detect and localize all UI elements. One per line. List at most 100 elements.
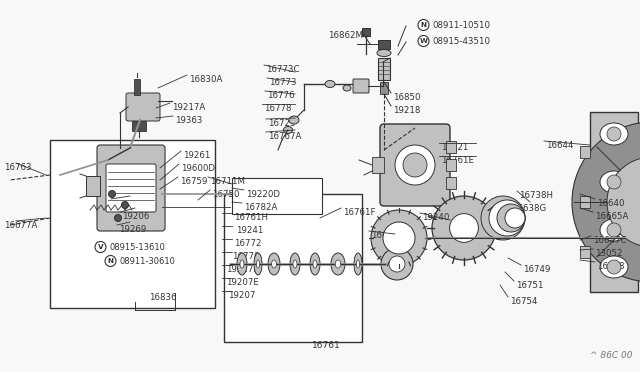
Text: 19218: 19218	[393, 106, 420, 115]
Text: 19207: 19207	[228, 291, 255, 300]
Text: 19363: 19363	[175, 116, 202, 125]
Bar	[372, 157, 384, 173]
Circle shape	[122, 202, 129, 208]
Ellipse shape	[310, 253, 320, 275]
Ellipse shape	[313, 260, 317, 268]
Ellipse shape	[335, 260, 341, 268]
Text: 19269: 19269	[119, 225, 147, 234]
Bar	[134, 79, 140, 95]
Circle shape	[109, 190, 115, 198]
FancyBboxPatch shape	[97, 145, 165, 231]
Text: 16850: 16850	[393, 93, 420, 102]
Text: 16638: 16638	[597, 262, 625, 271]
Text: 19221: 19221	[441, 143, 468, 152]
Bar	[580, 196, 590, 208]
Ellipse shape	[237, 253, 247, 275]
Bar	[232, 178, 322, 214]
Ellipse shape	[271, 260, 276, 268]
Text: 16677A: 16677A	[4, 221, 37, 230]
Text: 19220D: 19220D	[246, 190, 280, 199]
Circle shape	[403, 153, 427, 177]
Circle shape	[381, 248, 413, 280]
Text: 16761H: 16761H	[234, 213, 268, 222]
Ellipse shape	[354, 253, 362, 275]
Bar	[446, 159, 456, 171]
Ellipse shape	[600, 123, 628, 145]
Text: 16644: 16644	[546, 141, 573, 150]
Circle shape	[389, 256, 405, 272]
Text: 16767A: 16767A	[268, 132, 301, 141]
Text: 16761F: 16761F	[343, 208, 376, 217]
Text: 16773: 16773	[269, 78, 296, 87]
Ellipse shape	[377, 49, 391, 57]
FancyBboxPatch shape	[126, 93, 160, 121]
Circle shape	[432, 196, 496, 260]
Bar	[446, 177, 456, 189]
Circle shape	[395, 145, 435, 185]
Circle shape	[450, 214, 479, 243]
Text: 16836: 16836	[149, 293, 177, 302]
Text: V: V	[98, 244, 103, 250]
Text: 16711M: 16711M	[210, 177, 245, 186]
Text: 19600D: 19600D	[181, 164, 215, 173]
Circle shape	[418, 35, 429, 46]
Text: 16647C: 16647C	[593, 236, 627, 245]
Text: 16665A: 16665A	[595, 212, 628, 221]
Text: 16761E: 16761E	[441, 156, 474, 165]
Circle shape	[383, 222, 415, 254]
Text: 19206: 19206	[122, 212, 149, 221]
Text: 16782A: 16782A	[244, 203, 277, 212]
Text: 19241: 19241	[236, 226, 264, 235]
Text: 16750: 16750	[212, 190, 239, 199]
Circle shape	[371, 210, 427, 266]
Bar	[446, 141, 456, 153]
Text: 19227M: 19227M	[226, 265, 261, 274]
Text: 16862M: 16862M	[328, 31, 363, 40]
Text: 13052: 13052	[595, 249, 623, 258]
Circle shape	[505, 208, 525, 228]
Bar	[86, 176, 100, 196]
Text: 16759: 16759	[180, 177, 207, 186]
Text: 19240: 19240	[422, 213, 449, 222]
Ellipse shape	[331, 253, 345, 275]
Text: 16754: 16754	[510, 297, 538, 306]
Ellipse shape	[268, 253, 280, 275]
Text: 19207E: 19207E	[226, 278, 259, 287]
Bar	[580, 246, 590, 258]
Circle shape	[607, 223, 621, 237]
Text: 19203N: 19203N	[113, 199, 147, 208]
Circle shape	[481, 196, 525, 240]
Text: 08911-10510: 08911-10510	[432, 20, 490, 29]
Text: 16778: 16778	[264, 104, 291, 113]
Circle shape	[115, 215, 122, 221]
Text: N: N	[108, 258, 113, 264]
Ellipse shape	[600, 256, 628, 278]
Text: 16761: 16761	[312, 341, 340, 350]
Text: ^ 86C 00: ^ 86C 00	[589, 351, 632, 360]
Text: 16763: 16763	[4, 163, 31, 172]
Text: 16772: 16772	[234, 239, 262, 248]
Ellipse shape	[600, 171, 628, 193]
Bar	[590, 112, 638, 292]
Circle shape	[418, 19, 429, 31]
Bar	[380, 82, 388, 94]
Ellipse shape	[284, 126, 292, 134]
Text: 16638G: 16638G	[512, 204, 547, 213]
Ellipse shape	[290, 253, 300, 275]
Circle shape	[497, 204, 525, 232]
Circle shape	[105, 256, 116, 266]
Ellipse shape	[293, 260, 297, 268]
FancyBboxPatch shape	[380, 124, 450, 206]
Text: 16640G: 16640G	[371, 231, 405, 240]
Text: 16640: 16640	[597, 199, 625, 208]
Ellipse shape	[257, 260, 260, 268]
Bar	[378, 40, 390, 49]
Text: 16770: 16770	[232, 252, 259, 261]
Text: 16830A: 16830A	[189, 75, 222, 84]
Circle shape	[489, 200, 525, 236]
Bar	[50, 140, 215, 308]
Circle shape	[607, 127, 621, 141]
FancyBboxPatch shape	[106, 164, 156, 212]
Text: 08911-30610: 08911-30610	[119, 257, 175, 266]
Text: 16725: 16725	[268, 119, 296, 128]
